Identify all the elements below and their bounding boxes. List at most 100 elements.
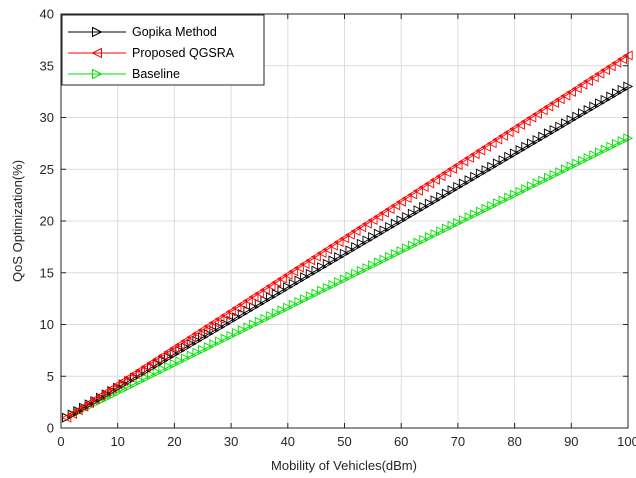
data-point	[368, 232, 379, 242]
data-point	[453, 217, 464, 228]
data-point	[543, 101, 554, 112]
data-point	[373, 211, 384, 222]
data-point	[356, 265, 367, 276]
data-point	[555, 121, 566, 132]
data-point	[271, 288, 282, 299]
data-point	[486, 138, 497, 149]
data-point	[174, 339, 185, 350]
data-point	[521, 141, 532, 152]
data-point	[345, 271, 356, 282]
legend-label-gopika: Gopika Method	[132, 25, 217, 39]
data-point	[123, 372, 134, 383]
data-point	[407, 189, 418, 200]
x-axis-label: Mobility of Vehicles(dBm)	[271, 458, 417, 473]
data-point	[435, 171, 446, 182]
data-point	[322, 258, 333, 269]
data-point	[612, 88, 622, 99]
data-point	[538, 131, 549, 142]
data-point	[237, 299, 248, 310]
data-point	[163, 346, 174, 357]
data-point	[606, 91, 617, 102]
data-point	[390, 249, 401, 259]
y-tick-label: 0	[47, 421, 54, 436]
legend: Gopika Method Proposed QGSRA Baseline	[61, 14, 265, 86]
data-point	[572, 111, 583, 122]
data-point	[169, 343, 180, 354]
data-point	[458, 156, 469, 167]
data-point	[543, 128, 554, 139]
data-point	[181, 353, 191, 364]
data-point	[458, 215, 469, 225]
data-point	[492, 134, 503, 145]
data-point	[418, 182, 429, 193]
data-point	[67, 409, 77, 419]
data-point	[175, 356, 186, 367]
data-point	[549, 98, 559, 108]
x-tick-label: 50	[337, 434, 351, 449]
data-point	[453, 181, 464, 192]
data-point	[191, 328, 202, 339]
data-point	[288, 266, 299, 277]
data-point	[441, 167, 452, 178]
data-point	[186, 350, 197, 361]
data-point	[475, 168, 486, 179]
data-point	[197, 324, 208, 335]
data-point	[305, 268, 316, 279]
data-point	[424, 232, 435, 242]
data-point	[464, 212, 475, 223]
data-point	[509, 123, 520, 134]
data-point	[549, 169, 560, 180]
data-point	[259, 284, 270, 295]
data-point	[95, 390, 106, 401]
data-point	[532, 109, 542, 119]
data-point	[226, 330, 237, 341]
data-point	[441, 223, 452, 234]
data-point	[276, 273, 287, 284]
series-proposed-qgsra	[61, 50, 633, 423]
data-point	[385, 222, 396, 232]
data-point	[254, 298, 265, 309]
data-point	[339, 233, 350, 244]
data-point	[180, 335, 191, 346]
data-point	[379, 254, 390, 265]
data-point	[458, 178, 469, 189]
data-point	[447, 163, 457, 174]
data-point	[385, 251, 396, 262]
data-point	[617, 136, 628, 146]
data-point	[152, 359, 163, 370]
data-point	[271, 308, 282, 319]
data-point	[299, 259, 310, 269]
data-point	[135, 365, 146, 376]
data-point	[220, 310, 231, 321]
data-point	[294, 296, 305, 307]
data-point	[611, 57, 622, 68]
legend-label-proposed: Proposed QGSRA	[132, 46, 235, 60]
data-point	[470, 171, 481, 182]
y-tick-label: 15	[40, 265, 54, 280]
data-point	[583, 104, 594, 115]
data-point	[475, 206, 486, 217]
data-point	[526, 138, 537, 149]
data-point	[84, 398, 94, 408]
data-point	[333, 237, 344, 247]
data-point	[209, 325, 220, 336]
data-point	[588, 72, 599, 83]
data-point	[266, 292, 276, 303]
data-point	[600, 94, 611, 105]
legend-items	[68, 26, 126, 80]
data-point	[345, 245, 356, 256]
data-point	[310, 251, 321, 262]
data-point	[368, 260, 379, 271]
data-point	[260, 295, 271, 306]
data-point	[470, 209, 481, 220]
data-point	[147, 362, 157, 373]
data-point	[430, 174, 440, 185]
data-point	[350, 226, 361, 236]
data-point	[249, 319, 259, 330]
data-point	[526, 112, 537, 123]
data-point	[260, 313, 271, 324]
data-point	[566, 161, 577, 172]
data-point	[537, 105, 548, 116]
data-point	[237, 325, 248, 336]
